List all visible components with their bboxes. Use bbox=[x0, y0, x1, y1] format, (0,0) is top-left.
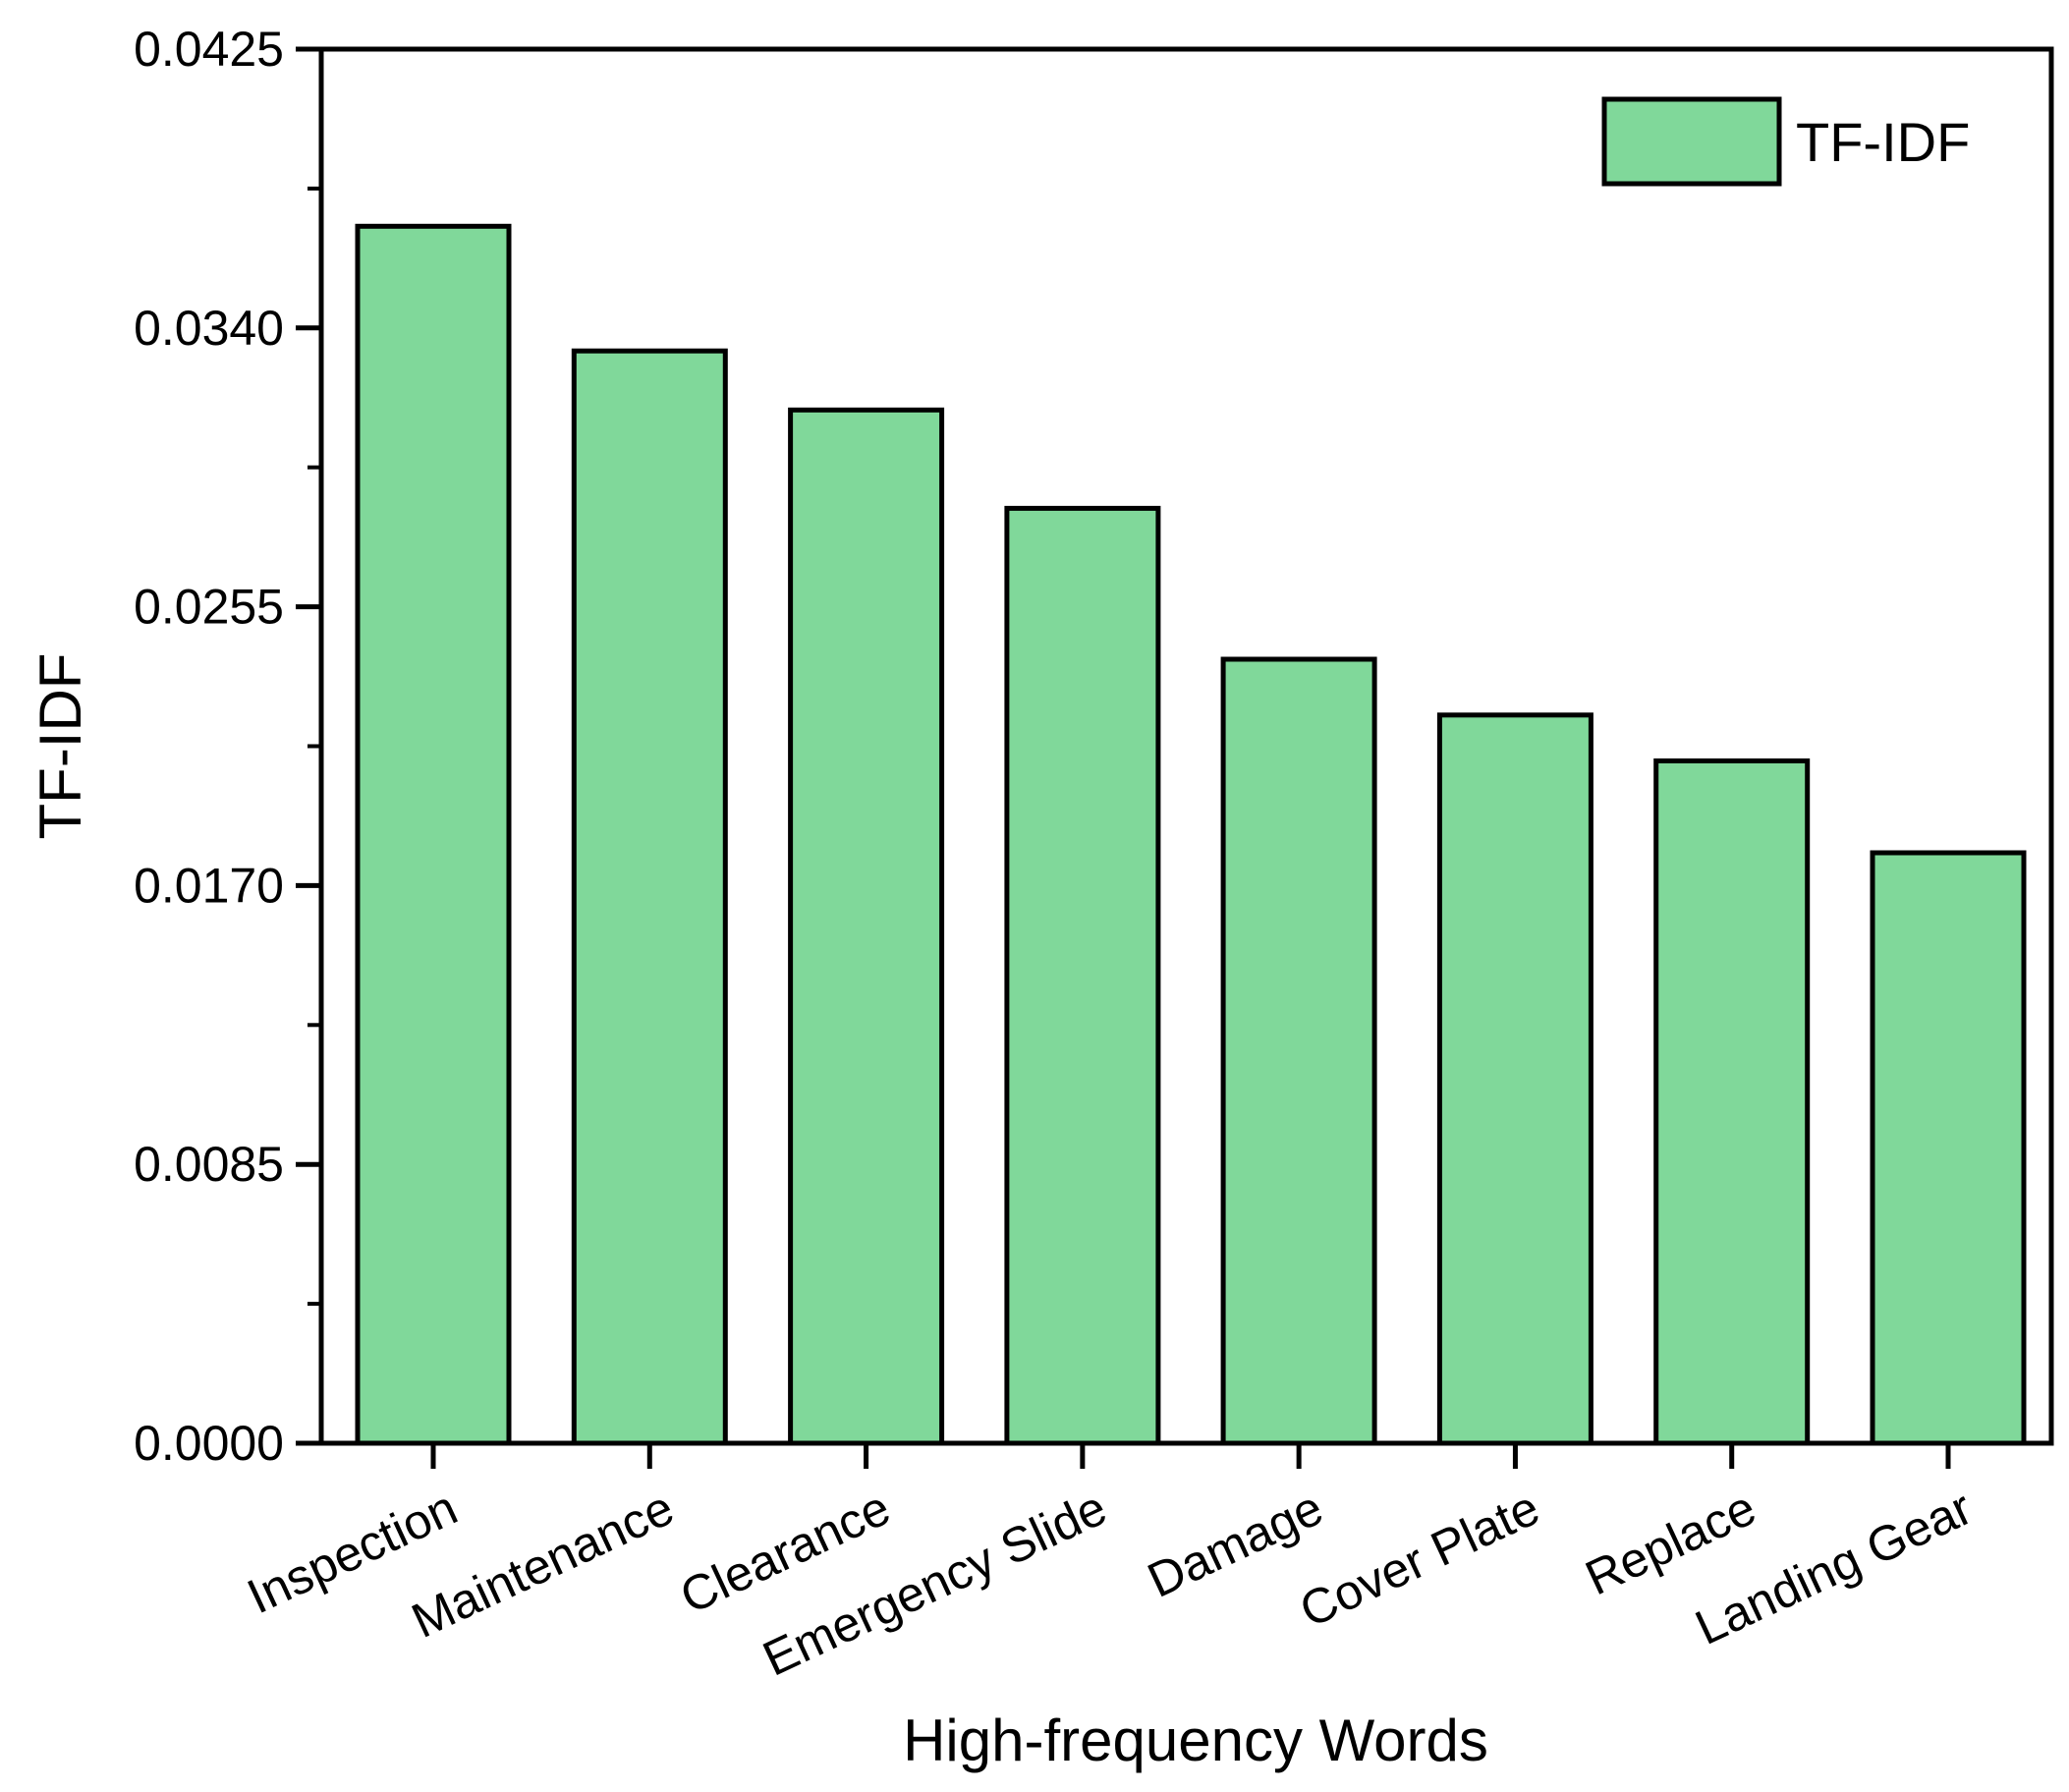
x-axis-title: High-frequency Words bbox=[903, 1708, 1488, 1773]
bar bbox=[1220, 656, 1377, 1446]
legend-label: TF-IDF bbox=[1796, 111, 1970, 173]
bar bbox=[1436, 712, 1594, 1446]
bar bbox=[355, 223, 512, 1446]
legend: TF-IDF bbox=[1601, 96, 1970, 187]
y-tick-label: 0.0255 bbox=[134, 580, 284, 635]
bar bbox=[788, 407, 945, 1446]
y-tick-label: 0.0085 bbox=[134, 1137, 284, 1192]
y-tick-label: 0.0000 bbox=[134, 1416, 284, 1471]
y-axis-title: TF-IDF bbox=[28, 653, 93, 840]
x-tick-label: Cover Plate bbox=[1292, 1480, 1547, 1638]
bar bbox=[1004, 505, 1161, 1446]
bar bbox=[1653, 758, 1811, 1446]
bar bbox=[571, 348, 728, 1446]
axes-layer bbox=[296, 46, 2054, 1469]
bars-layer bbox=[355, 223, 2027, 1446]
y-tick-label: 0.0170 bbox=[134, 858, 284, 913]
legend-swatch bbox=[1601, 96, 1782, 187]
y-tick-label: 0.0425 bbox=[134, 22, 284, 77]
bar bbox=[1870, 850, 2027, 1446]
y-tick-label: 0.0340 bbox=[134, 301, 284, 356]
